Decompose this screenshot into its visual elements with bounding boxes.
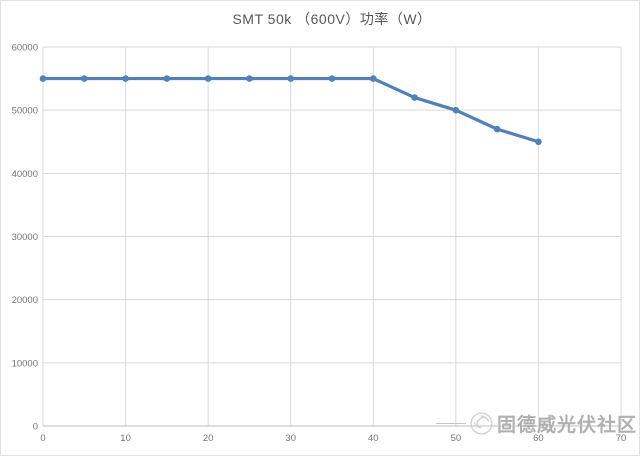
x-tick-label: 70 [616, 433, 627, 444]
data-point-marker [246, 75, 253, 82]
data-point-marker [493, 125, 501, 133]
y-tick-label: 30000 [12, 232, 38, 243]
data-point-marker [122, 75, 129, 82]
x-tick-label: 10 [120, 433, 131, 444]
data-point-marker [204, 75, 212, 82]
y-tick-label: 40000 [12, 169, 38, 180]
data-point-marker [287, 75, 295, 82]
data-point-marker [328, 75, 336, 82]
x-tick-label: 50 [451, 433, 462, 444]
y-tick-label: 50000 [12, 106, 38, 117]
x-tick-label: 0 [40, 433, 45, 444]
data-point-marker [163, 75, 171, 82]
y-tick-label: 20000 [12, 295, 38, 306]
chart-title: SMT 50k （600V）功率（W） [232, 11, 432, 27]
data-point-marker [39, 75, 47, 82]
x-tick-label: 20 [203, 433, 214, 444]
y-tick-label: 10000 [12, 358, 38, 369]
x-tick-label: 30 [285, 433, 296, 444]
y-tick-label: 0 [33, 422, 38, 433]
data-point-marker [452, 106, 460, 114]
data-point-marker [535, 138, 542, 146]
data-point-marker [80, 75, 88, 82]
data-point-marker [411, 94, 418, 101]
x-tick-label: 40 [368, 433, 379, 444]
data-point-marker [369, 75, 377, 82]
y-tick-label: 60000 [12, 43, 38, 54]
x-tick-label: 60 [533, 433, 544, 444]
